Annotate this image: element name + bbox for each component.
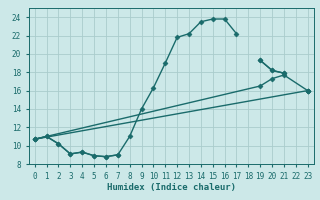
X-axis label: Humidex (Indice chaleur): Humidex (Indice chaleur) — [107, 183, 236, 192]
